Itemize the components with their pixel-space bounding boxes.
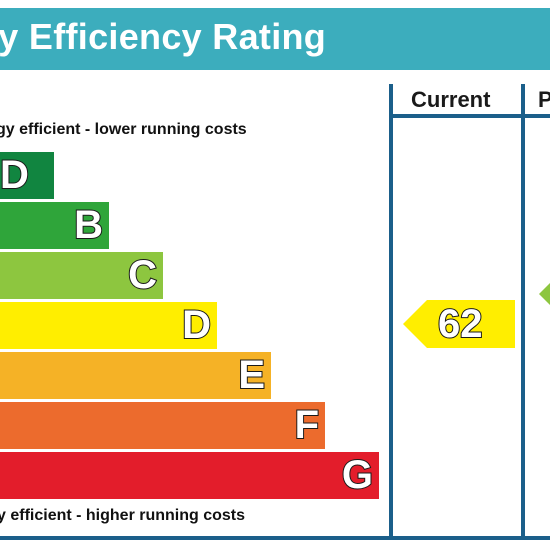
current-rating-value: 62 bbox=[437, 301, 483, 347]
band-d: D bbox=[0, 302, 217, 349]
band-a: D A bbox=[0, 152, 54, 248]
band-letter-c: C bbox=[127, 252, 158, 298]
potential-rating-arrow bbox=[539, 283, 550, 305]
current-column-left-divider bbox=[389, 84, 393, 540]
potential-rating-arrow-shape bbox=[539, 283, 550, 305]
band-e: E bbox=[0, 352, 271, 399]
band-letter-b: B bbox=[73, 202, 104, 248]
band-letter-f: F bbox=[294, 402, 320, 448]
column-header-divider bbox=[389, 114, 550, 118]
current-column-right-divider bbox=[521, 84, 525, 540]
top-caption: gy efficient - lower running costs bbox=[0, 121, 247, 138]
chart-frame bbox=[0, 84, 550, 540]
band-c: C bbox=[0, 252, 163, 299]
band-letter-d: D bbox=[181, 302, 212, 348]
chart-title: gy Efficiency Rating bbox=[0, 16, 327, 57]
band-g: G bbox=[0, 452, 379, 499]
current-rating-arrow-shape bbox=[403, 300, 515, 348]
band-f: F bbox=[0, 402, 325, 449]
potential-column-header: P bbox=[538, 87, 550, 112]
current-rating-arrow bbox=[403, 300, 515, 348]
bottom-caption: y efficient - higher running costs bbox=[0, 507, 246, 524]
band-letter-g: G bbox=[341, 452, 374, 498]
band-b: B bbox=[0, 202, 109, 249]
current-column-header: Current bbox=[411, 87, 491, 112]
title-bar bbox=[0, 8, 550, 70]
band-letter-e: E bbox=[237, 352, 266, 398]
